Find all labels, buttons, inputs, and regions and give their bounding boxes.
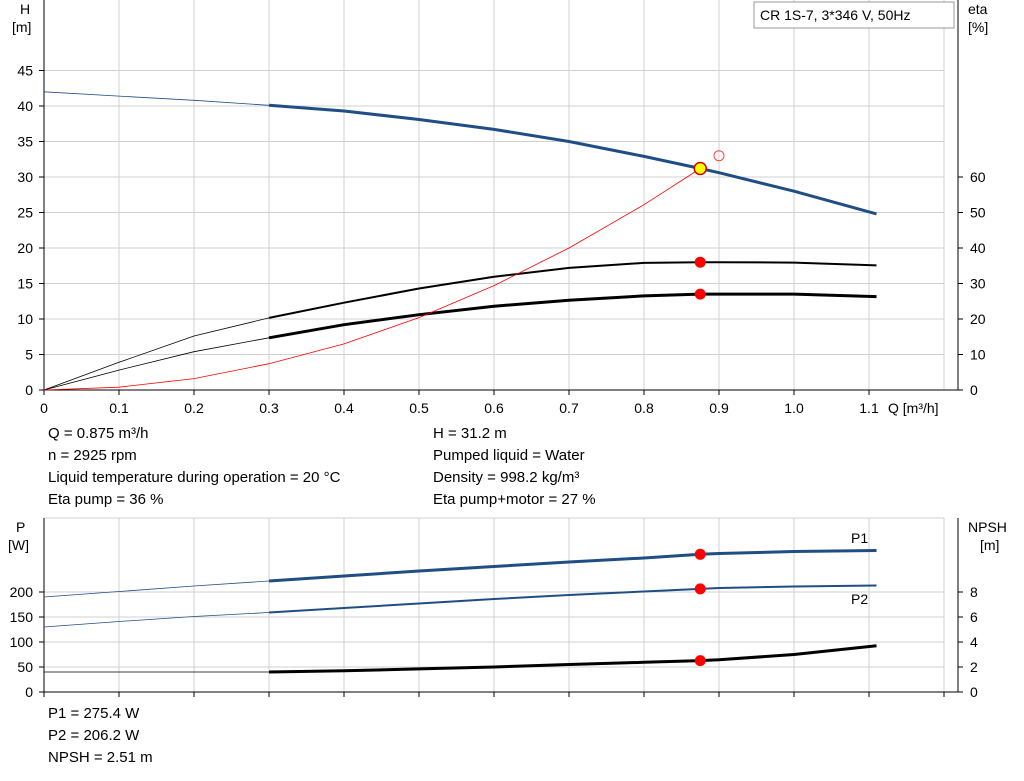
info-block-bottom: P1 = 275.4 W P2 = 206.2 W NPSH = 2.51 m <box>48 703 153 769</box>
requested-point-marker <box>713 150 725 162</box>
tick-label-x: 1.0 <box>784 400 804 416</box>
tick-label-left: 35 <box>17 134 33 150</box>
tick-label-x: 0.5 <box>409 400 429 416</box>
eta-pump-motor-curve <box>268 292 877 340</box>
x-axis-label: Q [m³/h] <box>888 400 939 416</box>
y-axis-unit-left: [W] <box>8 537 29 553</box>
head-curve <box>268 103 877 216</box>
duty-point-npsh <box>694 655 706 667</box>
p1-curve <box>268 549 877 583</box>
tick-label-right: 40 <box>970 240 986 256</box>
tick-label-right: 8 <box>970 584 978 600</box>
info-block-right: H = 31.2 m Pumped liquid = Water Density… <box>433 423 596 511</box>
info-speed: n = 2925 rpm <box>48 447 137 464</box>
duty-point-eta-pump-motor <box>694 288 706 300</box>
tick-label-x: 0.3 <box>259 400 279 416</box>
tick-label-right: 20 <box>970 311 986 327</box>
info-liquid-temp: Liquid temperature during operation = 20… <box>48 469 341 486</box>
legend-label: CR 1S-7, 3*346 V, 50Hz <box>760 7 910 23</box>
tick-label-left: 20 <box>17 240 33 256</box>
info-flow: Q = 0.875 m³/h <box>48 425 149 442</box>
tick-label-right: 4 <box>970 634 978 650</box>
info-p2: P2 = 206.2 W <box>48 727 140 744</box>
tick-label-left: 0 <box>25 382 33 398</box>
info-npsh: NPSH = 2.51 m <box>48 749 153 766</box>
p1-curve-thin <box>43 580 270 598</box>
tick-label-x: 0 <box>40 400 48 416</box>
tick-label-left: 40 <box>17 98 33 114</box>
tick-label-right: 6 <box>970 609 978 625</box>
tick-label-right: 0 <box>970 382 978 398</box>
p2-curve-thin <box>43 612 270 628</box>
tick-label-right: 50 <box>970 205 986 221</box>
tick-label-x: 0.2 <box>184 400 204 416</box>
tick-label-right: 2 <box>970 659 978 675</box>
tick-label-left: 30 <box>17 169 33 185</box>
tick-label-left: 100 <box>10 634 34 650</box>
y-axis-unit-right: [m] <box>980 537 999 553</box>
p2-curve <box>268 584 877 614</box>
y-axis-unit-right: [%] <box>968 19 988 35</box>
head-efficiency-panel: 0 5 10 15 20 25 30 35 40 45 0 10 20 30 40 50 60 0 0.1 0.2 0.… <box>12 0 988 416</box>
npsh-curve <box>268 644 877 674</box>
tick-label-right: 60 <box>970 169 986 185</box>
y-axis-label-right: eta <box>968 1 988 17</box>
y-axis-label-right: NPSH <box>968 519 1007 535</box>
duty-point-p1 <box>694 548 706 560</box>
duty-point-head <box>693 161 707 176</box>
series-label-p1: P1 <box>851 530 868 546</box>
info-pumped-liquid: Pumped liquid = Water <box>433 447 585 464</box>
duty-point-eta-pump <box>694 256 706 268</box>
series-label-p2: P2 <box>851 591 868 607</box>
y-axis-unit-left: [m] <box>12 19 31 35</box>
duty-point-p2 <box>694 583 706 595</box>
eta-pump-motor-curve-thin <box>43 337 270 391</box>
tick-label-right: 10 <box>970 347 986 363</box>
tick-label-left: 10 <box>17 311 33 327</box>
info-block-left: Q = 0.875 m³/h n = 2925 rpm Liquid tempe… <box>48 423 340 511</box>
tick-label-left: 150 <box>10 609 34 625</box>
tick-label-x: 0.4 <box>334 400 354 416</box>
tick-label-left: 0 <box>25 684 33 700</box>
tick-label-left: 45 <box>17 63 33 79</box>
tick-label-left: 15 <box>17 276 33 292</box>
tick-label-right: 0 <box>970 684 978 700</box>
tick-label-right: 30 <box>970 276 986 292</box>
y-axis-label-left: H <box>20 1 30 17</box>
tick-label-x: 1.1 <box>859 400 879 416</box>
tick-label-left: 5 <box>25 347 33 363</box>
tick-label-x: 0.6 <box>484 400 504 416</box>
eta-pump-curve-thin <box>43 317 270 391</box>
info-eta-pump-motor: Eta pump+motor = 27 % <box>433 491 596 508</box>
tick-label-left: 25 <box>17 205 33 221</box>
info-eta-pump: Eta pump = 36 % <box>48 491 164 508</box>
info-density: Density = 998.2 kg/m³ <box>433 469 580 486</box>
y-axis-label-left: P <box>16 519 25 535</box>
eta-pump-curve <box>268 261 877 319</box>
info-head: H = 31.2 m <box>433 425 507 442</box>
power-npsh-panel: 0 50 100 150 200 0 2 4 6 8 P [W] NPSH [m] P1 P2 <box>8 517 1007 700</box>
legend-box: CR 1S-7, 3*346 V, 50Hz <box>753 1 955 29</box>
tick-label-x: 0.8 <box>634 400 654 416</box>
tick-label-x: 0.7 <box>559 400 579 416</box>
tick-label-left: 200 <box>10 584 34 600</box>
tick-label-left: 50 <box>17 659 33 675</box>
tick-label-x: 0.1 <box>109 400 129 416</box>
tick-label-x: 0.9 <box>709 400 729 416</box>
info-p1: P1 = 275.4 W <box>48 705 140 722</box>
system-curve-line <box>43 168 701 391</box>
head-curve-thin <box>43 91 270 106</box>
